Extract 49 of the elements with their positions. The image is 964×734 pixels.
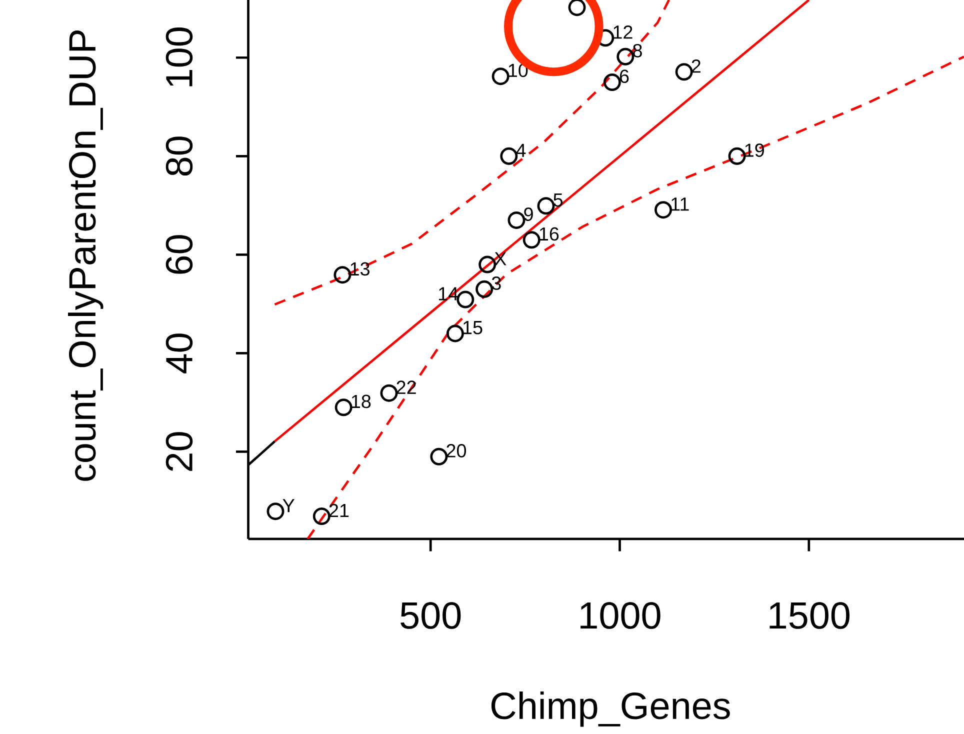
y-tick-label: 40	[166, 334, 193, 374]
annotation: 12	[614, 26, 632, 39]
x-tick-label: 1500	[770, 602, 850, 630]
point	[508, 212, 526, 230]
annotation: 6	[620, 70, 629, 84]
y-tick-label: 80	[166, 136, 193, 176]
annotation: 15	[463, 321, 482, 334]
point	[492, 68, 510, 86]
point	[728, 148, 746, 166]
point	[456, 290, 474, 308]
point	[537, 197, 555, 215]
annotation: 4	[516, 144, 526, 158]
x-tick-label: 1000	[580, 602, 660, 630]
point	[478, 256, 496, 274]
point	[430, 448, 448, 466]
point	[334, 266, 352, 284]
y-axis-title: count_OnlyParentOn_DUP	[68, 30, 104, 482]
point	[476, 280, 494, 298]
annotation: 13	[350, 262, 370, 276]
annotation: 16	[540, 227, 559, 241]
point	[603, 74, 621, 92]
annotation: 20	[446, 444, 466, 458]
x-tick-label: 500	[400, 602, 461, 630]
y-tick-label: 100	[166, 28, 193, 86]
line-series	[306, 56, 964, 540]
point	[675, 63, 693, 81]
annotation: 9	[524, 208, 533, 222]
annotation: 18	[352, 394, 371, 408]
annotation: 11	[672, 198, 689, 211]
point	[446, 324, 464, 342]
y-tick-label: 20	[166, 432, 193, 471]
point	[334, 398, 352, 416]
annotation: 2	[692, 60, 700, 73]
annotation: 5	[554, 194, 563, 207]
annotation: 21	[329, 504, 349, 518]
line-series	[274, 0, 670, 306]
point	[380, 384, 398, 402]
annotation: Y	[282, 499, 295, 512]
point	[654, 201, 672, 219]
point	[522, 231, 540, 249]
y-tick-label: 60	[166, 235, 193, 274]
x-axis-title: Chimp_Genes	[491, 692, 730, 727]
point	[500, 148, 518, 166]
point	[568, 0, 586, 16]
annotation: 8	[633, 44, 642, 58]
point	[266, 502, 284, 520]
point	[312, 508, 330, 526]
point	[616, 48, 634, 66]
annotation: 19	[745, 144, 764, 158]
